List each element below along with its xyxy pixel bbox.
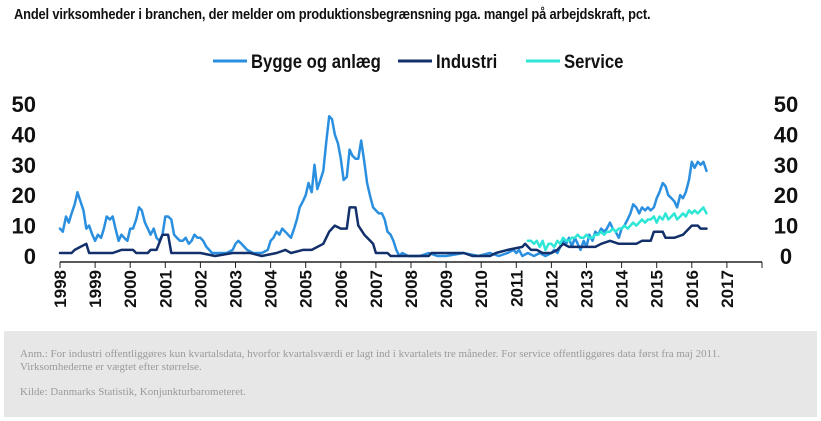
legend-label: Bygge og anlæg (251, 51, 381, 72)
x-tick-label: 2012 (542, 270, 561, 308)
y-tick-label-left: 30 (12, 153, 36, 178)
y-axis-ticks: 0 0 10 10 20 20 30 30 40 40 50 50 (12, 92, 799, 269)
chart-title: Andel virksomheder i branchen, der melde… (14, 6, 651, 23)
y-tick-label-right: 10 (774, 214, 798, 239)
legend: Bygge og anlæg Industri Service (213, 51, 623, 72)
y-tick-label-right: 0 (780, 244, 792, 269)
x-tick-label: 1999 (86, 270, 105, 308)
x-tick-label: 2013 (578, 270, 597, 308)
x-tick-label: 2016 (683, 270, 702, 308)
y-tick-label-left: 40 (12, 122, 36, 147)
x-tick-label: 2004 (262, 269, 281, 307)
y-tick-label-left: 0 (24, 244, 36, 269)
y-tick-label-right: 50 (774, 92, 798, 117)
source-text: Kilde: Danmarks Statistik, Konjunkturbar… (20, 386, 246, 398)
legend-label: Industri (436, 51, 497, 72)
series-line-bygge-og-anl-g (58, 114, 708, 258)
y-tick-label-right: 40 (774, 122, 798, 147)
series-lines (58, 114, 708, 258)
x-tick-label: 2008 (402, 270, 421, 308)
y-tick-label-left: 20 (12, 183, 36, 208)
line-chart: Bygge og anlæg Industri Service 0 0 10 10 20 20… (12, 51, 799, 308)
x-tick-label: 2002 (191, 270, 210, 308)
x-tick-label: 2014 (613, 269, 632, 307)
y-tick-label-right: 20 (774, 183, 798, 208)
x-tick-label: 2017 (718, 270, 737, 308)
x-tick-label: 2011 (507, 270, 526, 307)
x-tick-label: 2010 (472, 270, 491, 308)
x-tick-label: 2015 (648, 270, 667, 308)
x-tick-label: 2001 (156, 270, 175, 308)
note-text: Anm.: For industri offentliggøres kun kv… (20, 348, 720, 373)
notes-box: Anm.: For industri offentliggøres kun kv… (4, 331, 817, 417)
x-tick-label: 2005 (297, 270, 316, 308)
x-tick-label: 2006 (332, 270, 351, 308)
x-axis-ticks: 1998 1999 2000 2001 2002 2003 2004 2005 2006 2007… (51, 262, 763, 308)
x-tick-label: 2009 (437, 270, 456, 308)
series-line-industri (58, 206, 708, 258)
legend-label: Service (564, 51, 623, 72)
x-tick-label: 2007 (367, 270, 386, 308)
series-line-service (526, 206, 708, 252)
x-tick-label: 2003 (227, 270, 246, 308)
y-tick-label-right: 30 (774, 153, 798, 178)
y-tick-label-left: 10 (12, 214, 36, 239)
y-tick-label-left: 50 (12, 92, 36, 117)
x-tick-label: 2000 (121, 270, 140, 308)
x-tick-label: 1998 (51, 270, 70, 308)
